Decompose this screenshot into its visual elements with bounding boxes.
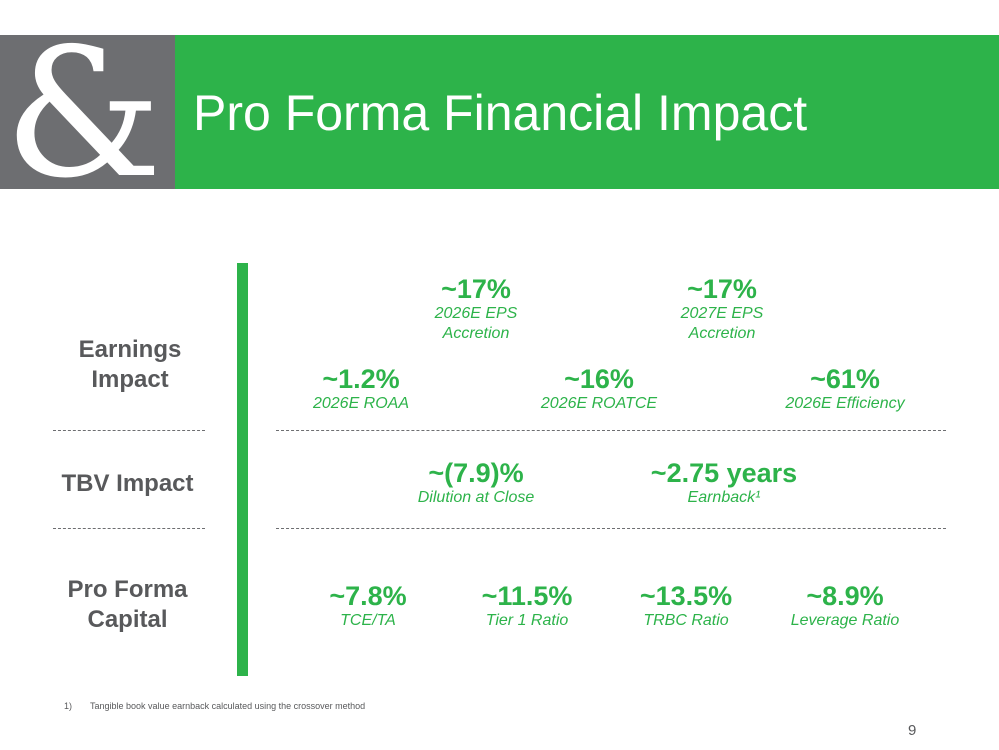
metric-label: Earnback¹ [687, 489, 761, 506]
tier1-ratio-metric: ~11.5% Tier 1 Ratio [437, 581, 617, 631]
roatce-metric: ~16% 2026E ROATCE [509, 364, 689, 414]
row-separator-left [53, 430, 205, 431]
vertical-divider [237, 263, 248, 676]
row-separator-left [53, 528, 205, 529]
metric-value: ~8.9% [806, 581, 884, 611]
page-number: 9 [908, 722, 917, 739]
footnote-text: Tangible book value earnback calculated … [90, 701, 366, 711]
metric-label: Tier 1 Ratio [485, 612, 569, 629]
page-title: Pro Forma Financial Impact [193, 85, 808, 141]
metric-label: 2027E EPS Accretion [680, 305, 764, 342]
metric-value: ~1.2% [322, 364, 400, 394]
metric-label: 2026E Efficiency [785, 395, 905, 412]
earnings-impact-label: Earnings Impact [78, 336, 182, 393]
footnote-number: 1) [64, 701, 73, 711]
row-separator-right [276, 528, 946, 529]
metric-label: 2026E ROAA [312, 395, 410, 412]
roaa-metric: ~1.2% 2026E ROAA [271, 364, 451, 414]
pro-forma-capital-label: Pro Forma Capital [67, 576, 188, 633]
metric-value: ~17% [441, 274, 511, 304]
metric-value: ~17% [687, 274, 757, 304]
metric-value: ~7.8% [329, 581, 407, 611]
efficiency-metric: ~61% 2026E Efficiency [755, 364, 935, 414]
trbc-ratio-metric: ~13.5% TRBC Ratio [596, 581, 776, 631]
logo-panel: & [0, 35, 175, 189]
metric-value: ~11.5% [481, 581, 573, 611]
eps-2027-metric: ~17% 2027E EPS Accretion [632, 274, 812, 344]
metric-label: Dilution at Close [417, 489, 535, 506]
metric-label: 2026E ROATCE [540, 395, 658, 412]
footnote: 1) Tangible book value earnback calculate… [64, 701, 365, 711]
tce-ta-metric: ~7.8% TCE/TA [278, 581, 458, 631]
metric-label: TRBC Ratio [643, 612, 729, 629]
metric-label: TCE/TA [340, 612, 396, 629]
ampersand-logo: & [4, 35, 163, 189]
dilution-metric: ~(7.9)% Dilution at Close [386, 458, 566, 508]
tbv-impact-label: TBV Impact [61, 470, 194, 497]
metric-value: ~2.75 years [650, 458, 798, 488]
metric-value: ~13.5% [639, 581, 733, 611]
metric-value: ~16% [564, 364, 634, 394]
earnback-metric: ~2.75 years Earnback¹ [624, 458, 824, 508]
metric-label: Leverage Ratio [790, 612, 900, 629]
eps-2026-metric: ~17% 2026E EPS Accretion [386, 274, 566, 344]
metric-value: ~61% [810, 364, 880, 394]
metric-label: 2026E EPS Accretion [434, 305, 518, 342]
metric-value: ~(7.9)% [428, 458, 524, 488]
leverage-ratio-metric: ~8.9% Leverage Ratio [755, 581, 935, 631]
row-separator-right [276, 430, 946, 431]
